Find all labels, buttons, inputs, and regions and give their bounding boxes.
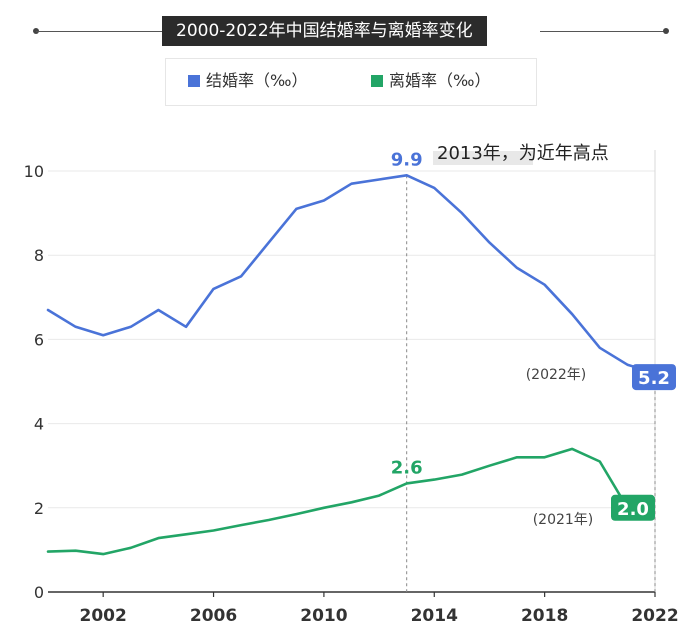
legend-item-divorce: 离婚率（‰） bbox=[371, 71, 490, 91]
x-tick-label: 2006 bbox=[190, 606, 237, 626]
y-tick-label: 4 bbox=[34, 415, 44, 434]
data-label: 2.0 bbox=[617, 499, 649, 520]
legend-swatch-marriage bbox=[188, 75, 200, 87]
y-tick-label: 0 bbox=[34, 583, 44, 602]
data-label-badge bbox=[632, 364, 676, 391]
legend-label-divorce: 离婚率（‰） bbox=[389, 71, 491, 90]
legend-swatch-divorce bbox=[371, 75, 383, 87]
x-tick-label: 2022 bbox=[631, 606, 678, 626]
x-tick-label: 2018 bbox=[521, 606, 568, 626]
y-tick-label: 2 bbox=[34, 499, 44, 518]
divorce-rate-line bbox=[46, 447, 629, 556]
x-tick-label: 2010 bbox=[300, 606, 347, 626]
y-tick-label: 8 bbox=[34, 246, 44, 265]
x-tick-label: 2014 bbox=[411, 606, 458, 626]
data-label: 5.2 bbox=[638, 368, 670, 389]
marriage-rate-line bbox=[46, 174, 657, 375]
data-label: 2.6 bbox=[391, 457, 423, 478]
divorce-end-year-note: (2021年) bbox=[533, 512, 594, 528]
peak-label-highlight bbox=[433, 151, 533, 165]
title-rule-left bbox=[36, 31, 162, 32]
x-tick-label: 2002 bbox=[80, 606, 127, 626]
legend-label-marriage: 结婚率（‰） bbox=[206, 71, 308, 90]
peak-annotation: 2013年，为近年高点 bbox=[437, 143, 609, 164]
legend-item-marriage: 结婚率（‰） bbox=[188, 71, 307, 91]
marriage-end-year-note: (2022年) bbox=[526, 367, 587, 383]
y-tick-label: 6 bbox=[34, 330, 44, 349]
data-label-badge bbox=[611, 494, 655, 521]
data-label: 9.9 bbox=[391, 149, 423, 170]
y-tick-label: 10 bbox=[24, 162, 44, 181]
title-rule-right bbox=[540, 31, 666, 32]
title-rule-right-dot bbox=[663, 28, 669, 34]
legend: 结婚率（‰） 离婚率（‰） bbox=[165, 58, 537, 106]
chart-title: 2000-2022年中国结婚率与离婚率变化 bbox=[162, 16, 487, 46]
